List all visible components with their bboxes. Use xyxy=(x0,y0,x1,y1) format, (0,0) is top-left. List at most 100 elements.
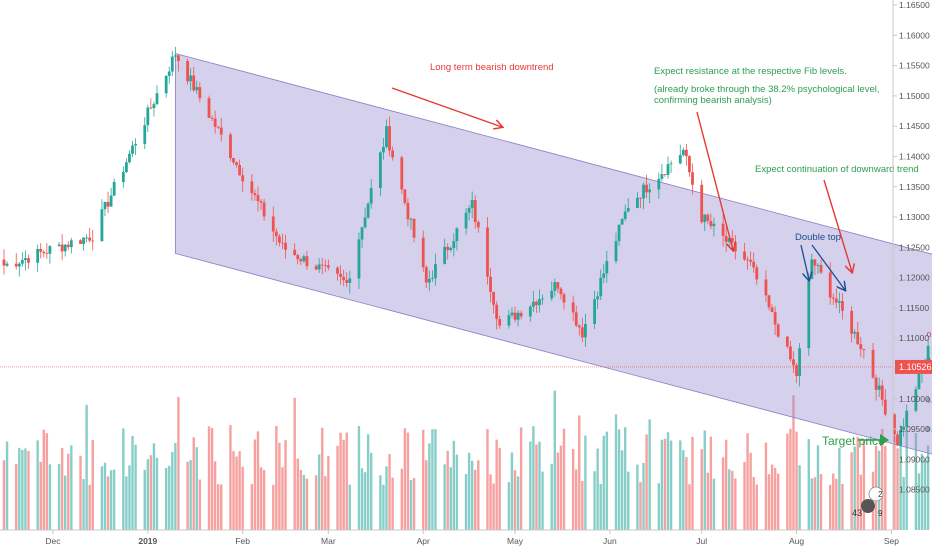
alerts-widget[interactable]: 2 43 9 xyxy=(852,486,884,518)
candle-body xyxy=(688,156,691,173)
volume-bar xyxy=(507,482,511,530)
volume-bar xyxy=(171,452,174,530)
x-axis[interactable]: Dec2019FebMarAprMayJunJulAugSepOctNov xyxy=(45,530,932,546)
volume-bar xyxy=(884,446,887,530)
volume-bar xyxy=(841,484,844,530)
volume-bar xyxy=(770,464,774,530)
candle-body xyxy=(167,71,171,76)
volume-bar xyxy=(614,414,618,530)
candle-body xyxy=(914,389,918,411)
candle-body xyxy=(902,426,906,431)
candle-body xyxy=(535,301,538,306)
volume-bar xyxy=(798,465,801,530)
volume-bar xyxy=(45,433,49,530)
notification-icon[interactable] xyxy=(868,486,884,502)
y-axis[interactable]: 1.16500 1.16000 1.15500 1.15000 1.14500 1.140… xyxy=(893,0,930,495)
candle-body xyxy=(636,197,639,209)
candle-body xyxy=(198,87,202,99)
y-tick-label: 1.10000 xyxy=(899,394,930,404)
volume-bar xyxy=(327,456,330,530)
volume-bar xyxy=(128,465,131,530)
volume-bar xyxy=(467,452,471,530)
double-top-arrow-right xyxy=(811,244,845,290)
candle-body xyxy=(926,345,930,361)
volume-bar xyxy=(446,450,449,530)
volume-bar xyxy=(403,428,407,530)
volume-bar xyxy=(688,484,691,530)
volume-bar xyxy=(721,457,725,530)
volume-bar xyxy=(513,470,517,530)
volume-bar xyxy=(36,440,39,530)
candle-body xyxy=(274,231,278,237)
volume-bar xyxy=(709,436,713,530)
candle-body xyxy=(229,134,232,159)
y-tick-label: 1.09500 xyxy=(899,424,930,434)
candle-body xyxy=(691,172,694,185)
candle-body xyxy=(712,223,716,227)
volume-bar xyxy=(213,461,217,530)
volume-bar xyxy=(15,463,18,530)
candle-body xyxy=(700,184,704,223)
candle-body xyxy=(39,248,43,252)
volume-bar xyxy=(529,441,532,530)
candle-body xyxy=(571,302,575,313)
volume-bar xyxy=(434,429,437,530)
volume-bar xyxy=(639,482,642,530)
candle-body xyxy=(363,217,367,228)
candle-body xyxy=(917,372,921,390)
candle-body xyxy=(795,365,798,377)
volume-bar xyxy=(881,428,884,530)
candle-body xyxy=(623,211,627,220)
volume-bar xyxy=(5,441,9,530)
candle-body xyxy=(431,278,434,280)
candle-body xyxy=(250,181,254,194)
candle-body xyxy=(20,260,24,264)
volume-bar xyxy=(492,483,495,530)
candle-body xyxy=(152,104,156,109)
x-tick-label: Jun xyxy=(603,536,617,546)
volume-bar xyxy=(810,478,814,530)
volume-bar xyxy=(357,425,361,530)
candle-body xyxy=(195,87,199,91)
volume-bar xyxy=(920,453,924,530)
downtrend-channel xyxy=(174,52,932,455)
y-tick-label: 1.15500 xyxy=(899,61,930,71)
volume-bar xyxy=(571,448,575,530)
user-avatar-icon[interactable] xyxy=(861,499,875,513)
x-tick-label: Dec xyxy=(45,536,61,546)
candle-body xyxy=(149,107,153,109)
candle-body xyxy=(792,359,795,366)
volume-bar xyxy=(489,474,492,530)
volume-bar xyxy=(345,432,348,530)
volume-bar xyxy=(67,453,70,530)
volume-bar xyxy=(284,440,287,530)
volume-bar xyxy=(443,464,446,530)
candle-body xyxy=(507,315,511,326)
volume-bar xyxy=(21,449,24,530)
candle-body xyxy=(452,241,456,249)
candle-body xyxy=(125,162,128,173)
volume-bar xyxy=(905,430,908,530)
volume-bar xyxy=(449,467,452,530)
volume-bar xyxy=(712,478,716,530)
candle-body xyxy=(14,263,18,267)
candle-body xyxy=(207,98,211,118)
candle-body xyxy=(706,214,710,221)
candle-body xyxy=(66,244,70,248)
volume-bars xyxy=(2,390,930,530)
candle-body xyxy=(146,107,150,126)
candle-body xyxy=(681,149,685,156)
volume-bar xyxy=(627,471,630,530)
x-tick-label: Apr xyxy=(417,536,430,546)
downtrend-arrow xyxy=(391,87,502,127)
volume-bar xyxy=(657,483,661,530)
candle-body xyxy=(834,298,838,303)
volume-bar xyxy=(262,470,266,530)
resistance-annotation-line2: (already broke through the 38.2% psychol… xyxy=(654,84,880,95)
comments-count: 9 xyxy=(878,509,883,518)
candle-body xyxy=(574,312,578,326)
volume-bar xyxy=(660,439,664,530)
candle-body xyxy=(550,290,554,299)
y-tick-label: 1.09000 xyxy=(899,454,930,464)
candle-body xyxy=(412,218,416,238)
